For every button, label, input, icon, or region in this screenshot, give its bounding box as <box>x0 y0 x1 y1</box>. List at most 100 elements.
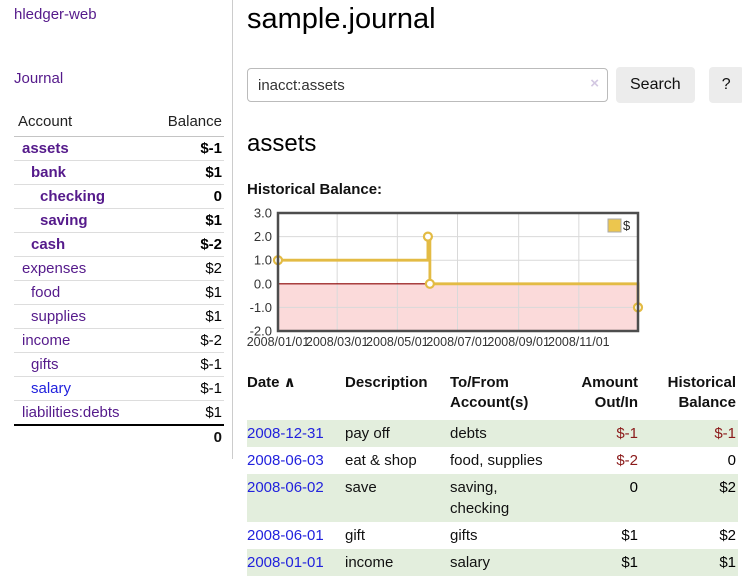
account-cell: saving <box>14 208 152 233</box>
account-cell: checking <box>14 184 152 209</box>
search-form: × Search ? <box>247 67 742 103</box>
account-row: gifts $-1 <box>14 352 224 377</box>
transaction-description: eat & shop <box>345 451 417 469</box>
account-link[interactable]: food <box>31 284 61 301</box>
transaction-balance: 0 <box>727 451 736 469</box>
accounts-header-balance: Balance <box>151 110 224 137</box>
account-heading: assets <box>247 130 317 157</box>
transaction-accounts: debts <box>450 424 487 442</box>
svg-text:2008/05/01: 2008/05/01 <box>366 335 429 349</box>
clear-search-icon[interactable]: × <box>590 75 599 92</box>
accounts-table: Account Balance assets $-1 bank $1 check… <box>14 110 224 449</box>
account-row: salary $-1 <box>14 376 224 401</box>
account-row: assets $-1 <box>14 136 224 161</box>
account-link[interactable]: saving <box>40 212 88 229</box>
account-row: bank $1 <box>14 160 224 185</box>
accounts-total-spacer <box>14 424 152 449</box>
account-balance: $1 <box>151 304 224 329</box>
account-row: checking 0 <box>14 184 224 209</box>
account-cell: salary <box>14 376 152 401</box>
transaction-row: 2008-06-01 gift gifts $1 $2 <box>247 522 738 549</box>
register-col-date[interactable]: Date ∧ <box>247 374 296 391</box>
account-balance: $1 <box>151 280 224 305</box>
search-button[interactable]: Search <box>616 67 695 103</box>
account-link[interactable]: liabilities:debts <box>22 404 120 421</box>
transaction-date-link[interactable]: 2008-06-02 <box>247 478 324 496</box>
accounts-total-row: 0 <box>14 424 224 449</box>
account-link[interactable]: assets <box>22 140 69 157</box>
account-row: cash $-2 <box>14 232 224 257</box>
app-brand-link[interactable]: hledger-web <box>14 6 97 23</box>
transaction-amount: $-1 <box>616 424 638 442</box>
register-col-description: Description <box>345 374 428 391</box>
register-col-tofrom: To/From Account(s) <box>450 374 529 412</box>
help-button[interactable]: ? <box>708 67 742 103</box>
transaction-date-cell: 2008-01-01 <box>247 549 345 576</box>
sort-ascending-icon[interactable]: ∧ <box>279 374 296 391</box>
register-col-historical: Historical Balance <box>667 374 736 412</box>
svg-text:-2.0: -2.0 <box>250 324 272 339</box>
transaction-accounts: salary <box>450 553 491 571</box>
svg-text:$: $ <box>623 218 631 233</box>
account-link[interactable]: salary <box>31 380 72 397</box>
main-content: sample.journal × Search ? assets Histori… <box>233 0 742 576</box>
transaction-description: pay off <box>345 424 390 442</box>
transaction-amount: $1 <box>621 553 638 571</box>
account-link[interactable]: income <box>22 332 71 349</box>
account-row: expenses $2 <box>14 256 224 281</box>
page-title: sample.journal <box>247 3 436 35</box>
svg-text:2008/07/01: 2008/07/01 <box>426 335 489 349</box>
account-link[interactable]: cash <box>31 236 66 253</box>
transaction-balance: $1 <box>719 553 736 571</box>
account-cell: assets <box>14 136 152 161</box>
svg-text:3.0: 3.0 <box>254 207 272 221</box>
transaction-row: 2008-06-03 eat & shop food, supplies $-2… <box>247 447 738 474</box>
register-header-row: Date ∧ Description To/From Account(s) Amount… <box>247 371 738 420</box>
transaction-date-link[interactable]: 2008-06-01 <box>247 526 324 544</box>
account-cell: bank <box>14 160 152 185</box>
transaction-balance: $2 <box>719 478 736 496</box>
account-cell: cash <box>14 232 152 257</box>
sidebar-item-journal[interactable]: Journal <box>14 70 64 87</box>
svg-text:2008/03/01: 2008/03/01 <box>306 335 369 349</box>
historical-balance-chart: 3.0 2.0 1.0 0.0 -1.0 -2.02008/01/012008/03/01… <box>247 207 644 349</box>
transaction-description: save <box>345 478 377 496</box>
account-link[interactable]: supplies <box>31 308 87 325</box>
transaction-date-cell: 2008-06-03 <box>247 447 345 474</box>
account-link[interactable]: checking <box>40 188 106 205</box>
svg-text:2008/01/01: 2008/01/01 <box>247 335 310 349</box>
transaction-row: 2008-06-02 save saving, checking 0 $2 <box>247 473 738 522</box>
account-balance: $-2 <box>151 328 224 353</box>
account-link[interactable]: expenses <box>22 260 87 277</box>
chart-title: Historical Balance: <box>247 181 383 198</box>
transaction-amount: $1 <box>621 526 638 544</box>
transaction-date-link[interactable]: 2008-12-31 <box>247 424 324 442</box>
transaction-accounts: saving, checking <box>450 478 510 517</box>
account-link[interactable]: bank <box>31 164 67 181</box>
transaction-date-link[interactable]: 2008-01-01 <box>247 553 324 571</box>
account-cell: supplies <box>14 304 152 329</box>
accounts-total-value: 0 <box>151 424 224 449</box>
transaction-date-link[interactable]: 2008-06-03 <box>247 451 324 469</box>
account-balance: 0 <box>151 184 224 209</box>
account-link[interactable]: gifts <box>31 356 59 373</box>
account-cell: gifts <box>14 352 152 377</box>
account-cell: expenses <box>14 256 152 281</box>
accounts-header-row: Account Balance <box>14 110 224 137</box>
transaction-date-cell: 2008-12-31 <box>247 420 345 447</box>
account-cell: income <box>14 328 152 353</box>
svg-text:2.0: 2.0 <box>254 229 272 244</box>
transaction-amount: $-2 <box>616 451 638 469</box>
svg-text:0.0: 0.0 <box>254 276 272 291</box>
transaction-date-cell: 2008-06-02 <box>247 474 345 522</box>
svg-text:1.0: 1.0 <box>254 253 272 268</box>
svg-text:2008/09/01: 2008/09/01 <box>487 335 550 349</box>
search-input[interactable] <box>247 68 608 102</box>
svg-text:-1.0: -1.0 <box>250 300 272 315</box>
account-row: saving $1 <box>14 208 224 233</box>
account-cell: food <box>14 280 152 305</box>
account-row: income $-2 <box>14 328 224 353</box>
register-col-amount: Amount Out/In <box>581 374 638 412</box>
transaction-accounts: gifts <box>450 526 478 544</box>
accounts-header-account: Account <box>14 110 152 137</box>
